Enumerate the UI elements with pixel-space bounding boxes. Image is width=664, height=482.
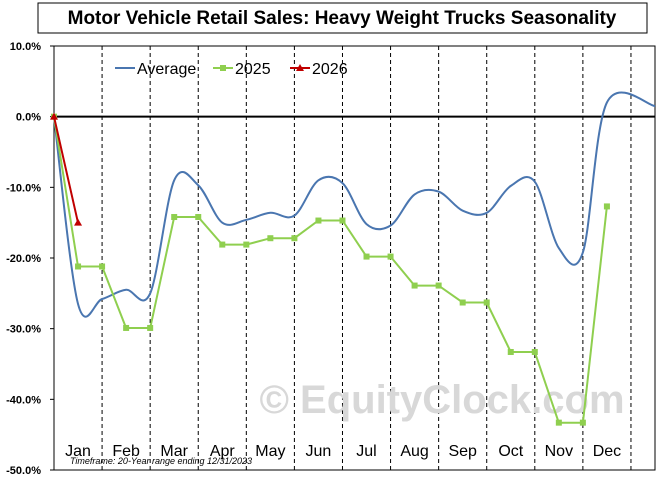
x-tick-label: Jun: [306, 443, 332, 460]
data-point-2025: [387, 253, 394, 260]
data-point-2025: [459, 299, 466, 306]
timeframe-footnote: Timeframe: 20-Year range ending 12/31/20…: [70, 456, 252, 466]
series-average: [53, 91, 656, 318]
x-tick-label: Dec: [593, 443, 621, 460]
data-point-2025: [99, 263, 106, 270]
y-tick-label: 0.0%: [16, 112, 41, 124]
x-tick-label: Mar: [160, 443, 188, 460]
series-2026: [50, 112, 83, 226]
legend-marker: [220, 65, 226, 71]
y-axis: 10.0% 0.0% -10.0% -20.0% -30.0% -40.0% -50.0%: [6, 41, 54, 477]
data-point-2025: [315, 217, 322, 224]
data-point-2025: [555, 419, 562, 426]
data-point-2025: [219, 241, 226, 248]
data-point-2026: [50, 112, 58, 120]
x-tick-label: May: [255, 443, 285, 460]
legend: Average 2025 2026: [115, 61, 348, 78]
y-tick-label: -10.0%: [6, 182, 41, 194]
data-point-2025: [579, 419, 586, 426]
data-point-2025: [123, 324, 130, 331]
data-point-2025: [291, 235, 298, 242]
series-layer: [50, 91, 656, 426]
data-point-2025: [507, 348, 514, 355]
series-line-2026: [53, 116, 79, 223]
data-point-2025: [147, 324, 154, 331]
data-point-2025: [171, 214, 178, 221]
data-point-2025: [243, 241, 250, 248]
x-tick-label: Jul: [356, 443, 376, 460]
legend-marker: [296, 64, 304, 71]
y-tick-label: -40.0%: [6, 394, 41, 406]
data-point-2025: [603, 203, 610, 210]
data-point-2025: [435, 282, 442, 289]
chart-title: Motor Vehicle Retail Sales: Heavy Weight…: [68, 8, 617, 29]
x-tick-label: Oct: [498, 443, 523, 460]
data-point-2025: [339, 217, 346, 224]
legend-label-average: Average: [137, 61, 196, 78]
series-2025: [51, 113, 610, 426]
y-tick-label: -30.0%: [6, 324, 41, 336]
y-tick-label: -50.0%: [6, 465, 41, 477]
data-point-2025: [411, 282, 418, 289]
data-point-2025: [75, 263, 82, 270]
legend-label-2026: 2026: [312, 61, 348, 78]
x-tick-label: Feb: [112, 443, 140, 460]
data-point-2025: [195, 214, 202, 221]
data-point-2025: [267, 235, 274, 242]
x-tick-label: Jan: [65, 443, 91, 460]
x-tick-label: Aug: [400, 443, 428, 460]
data-point-2026: [74, 218, 83, 226]
watermark: © EquityClock.com: [259, 378, 624, 422]
series-line-average: [53, 91, 656, 318]
y-tick-label: -20.0%: [6, 253, 41, 265]
data-point-2025: [531, 348, 538, 355]
x-axis: Jan Feb Mar Apr May Jun Jul Aug Sep Oct Nov Dec: [65, 443, 621, 460]
x-tick-label: Sep: [448, 443, 477, 460]
series-line-2025: [53, 116, 608, 424]
legend-label-2025: 2025: [235, 61, 271, 78]
y-tick-label: 10.0%: [10, 41, 41, 53]
x-tick-label: Nov: [545, 443, 573, 460]
title-box: [37, 2, 648, 34]
data-point-2025: [483, 299, 490, 306]
x-tick-label: Apr: [210, 443, 236, 460]
data-point-2025: [363, 253, 370, 260]
